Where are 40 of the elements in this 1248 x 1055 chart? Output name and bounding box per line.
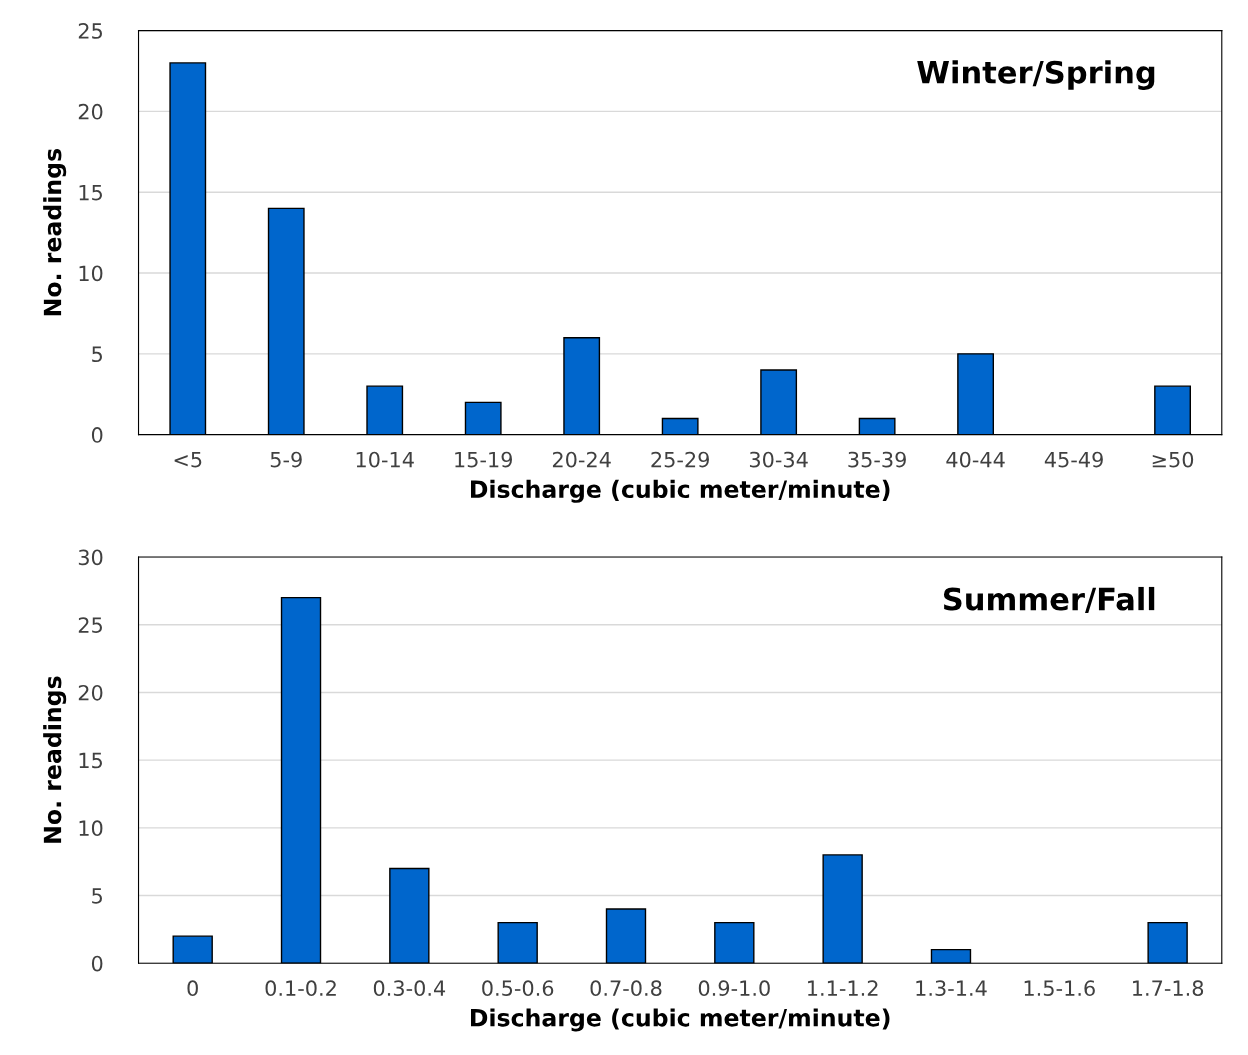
y-tick-label: 25 [78, 23, 102, 39]
y-tick-label: 25 [78, 617, 102, 633]
annotation: Winter/Spring [917, 60, 1155, 90]
y-axis-title: No. readings [43, 676, 67, 843]
x-tick-label: 0.5-0.6 [482, 980, 554, 997]
x-tick-label: ≥50 [1152, 451, 1194, 468]
x-axis-title: Discharge (cubic meter/minute) [471, 1008, 890, 1032]
y-tick-label: 15 [79, 752, 102, 769]
x-tick-label: 40-44 [946, 451, 1005, 468]
x-tick-label: 0.1-0.2 [265, 980, 336, 997]
x-tick-label: 30-34 [749, 451, 808, 468]
x-tick-label: 0.7-0.8 [590, 980, 662, 997]
x-tick-label: 1.5-1.6 [1024, 980, 1095, 997]
y-tick-label: 20 [78, 103, 103, 120]
y-tick-label: 5 [92, 346, 102, 363]
x-tick-label: 1.7-1.8 [1133, 980, 1204, 997]
x-tick-label: <5 [174, 451, 202, 468]
y-tick-label: 0 [91, 427, 103, 443]
y-tick-label: 0 [91, 955, 103, 972]
x-tick-label: 45-49 [1044, 451, 1103, 468]
y-tick-label: 30 [78, 549, 103, 566]
y-tick-label: 10 [79, 265, 103, 282]
x-tick-label: 25-29 [651, 451, 709, 468]
x-tick-label: 35-39 [848, 451, 906, 468]
x-tick-label: 0.3-0.4 [373, 980, 446, 997]
x-tick-label: 1.1-1.2 [808, 980, 878, 996]
x-tick-label: 20-24 [552, 451, 611, 468]
x-tick-label: 15-19 [455, 451, 513, 468]
x-tick-label: 10-14 [356, 451, 414, 468]
x-axis-title: Discharge (cubic meter/minute) [471, 479, 890, 503]
y-tick-label: 10 [79, 820, 103, 837]
x-tick-label: 0 [187, 980, 198, 997]
x-tick-label: 5-9 [270, 451, 302, 468]
y-tick-label: 20 [78, 684, 103, 701]
y-tick-label: 5 [92, 888, 102, 904]
annotation: Summer/Fall [943, 586, 1155, 613]
x-tick-label: 1.3-1.4 [916, 980, 987, 997]
y-tick-label: 15 [79, 184, 102, 201]
y-axis-title: No. readings [43, 148, 67, 316]
x-tick-label: 0.9-1.0 [698, 980, 770, 997]
